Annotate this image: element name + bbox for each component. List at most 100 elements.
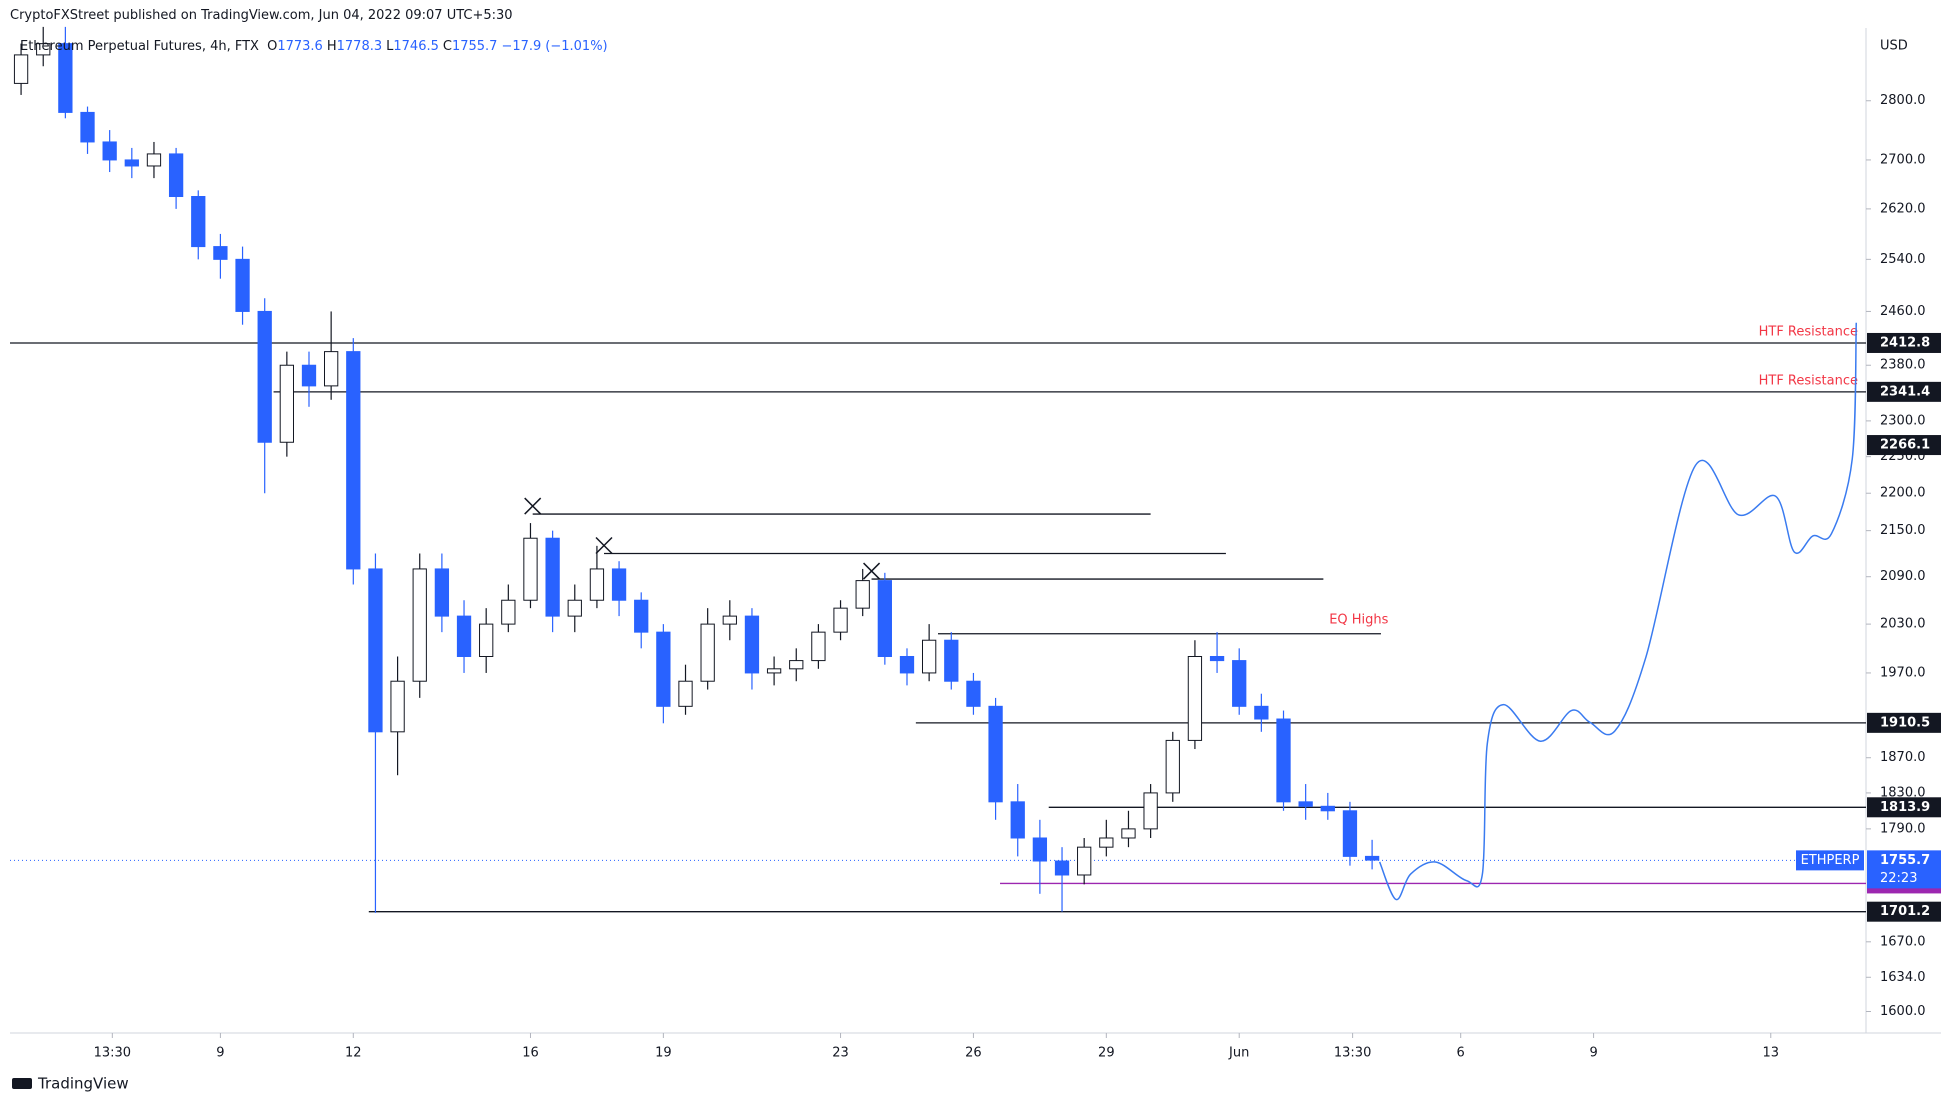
level-label: 1813.9 xyxy=(1880,800,1930,815)
candle-body xyxy=(855,580,870,609)
x-tick-label: 6 xyxy=(1457,1046,1465,1061)
marker-stroke xyxy=(595,536,613,555)
swing-marker xyxy=(595,536,613,555)
swing-marker xyxy=(524,497,542,515)
ohlc-value: 1746.5 xyxy=(393,39,439,54)
y-tick-label: 1830.0 xyxy=(1880,785,1926,800)
x-tick-label: 13 xyxy=(1762,1046,1779,1061)
candle-body xyxy=(1099,837,1114,848)
footer-logo: TradingView xyxy=(12,1075,129,1093)
candle-body xyxy=(1342,810,1358,857)
y-tick-label: 2090.0 xyxy=(1880,569,1926,584)
candle-body xyxy=(1276,718,1291,803)
candle-body xyxy=(988,705,1003,803)
candle-body xyxy=(456,615,472,657)
ohlc-key: C xyxy=(442,39,452,54)
y-tick-label: 2380.0 xyxy=(1880,358,1926,373)
candle-body xyxy=(634,599,649,633)
candle-body xyxy=(36,43,51,56)
candle-body xyxy=(899,655,915,674)
candle-body xyxy=(368,568,383,733)
candle-body xyxy=(146,153,162,167)
ohlc-value: 1773.6 xyxy=(277,39,323,54)
candle-body xyxy=(235,258,250,312)
candle-body xyxy=(13,54,29,84)
candle-body xyxy=(789,660,804,670)
level-label-box xyxy=(1867,381,1941,402)
y-tick-label: 2800.0 xyxy=(1880,93,1926,108)
candle-body xyxy=(722,615,737,625)
ohlc-key: H xyxy=(326,39,337,54)
candle-body xyxy=(811,631,826,662)
level-label: 1910.5 xyxy=(1880,715,1930,730)
x-tick-label: 19 xyxy=(655,1046,672,1061)
swing-marker xyxy=(863,562,881,580)
candle-body xyxy=(1364,855,1380,861)
x-tick-label: 29 xyxy=(1098,1046,1115,1061)
candle-body xyxy=(501,599,516,625)
current-price-box xyxy=(1867,850,1941,889)
ohlc-key: O xyxy=(267,39,278,54)
publisher: CryptoFXStreet published on TradingView.… xyxy=(10,8,513,23)
y-tick-label: 2460.0 xyxy=(1880,304,1926,319)
candle-body xyxy=(58,43,73,113)
symbol-header: Ethereum Perpetual Futures, 4h, FTX O177… xyxy=(20,39,612,54)
candle-body xyxy=(877,580,892,657)
candle-body xyxy=(545,537,560,617)
x-tick-label: Jun xyxy=(1228,1046,1249,1061)
y-tick-label: 2700.0 xyxy=(1880,152,1926,167)
logo-icon xyxy=(12,1078,32,1089)
y-tick-label: 1600.0 xyxy=(1880,1004,1926,1019)
candle-body xyxy=(1232,660,1247,707)
level-label-box xyxy=(1867,435,1941,456)
currency: USD xyxy=(1880,39,1908,54)
candle-body xyxy=(766,668,782,674)
symbol-label-box xyxy=(1796,850,1864,871)
candle-body xyxy=(523,537,538,601)
level-label-box xyxy=(1867,901,1941,922)
candle-body xyxy=(479,623,494,657)
candle-body xyxy=(1320,805,1335,812)
symbol-label: ETHPERP xyxy=(1801,853,1860,868)
level-label-box xyxy=(1867,797,1941,818)
candle-body xyxy=(191,196,206,248)
candle-body xyxy=(324,351,339,387)
candle-body xyxy=(1209,655,1225,662)
candle-body xyxy=(966,680,981,707)
annotation: HTF Resistance xyxy=(1759,324,1858,339)
y-tick-label: 2620.0 xyxy=(1880,201,1926,216)
candle-body xyxy=(346,351,361,570)
x-tick-label: 12 xyxy=(345,1046,362,1061)
y-tick-label: 2150.0 xyxy=(1880,523,1926,538)
marker-stroke xyxy=(863,562,881,580)
candle-body xyxy=(301,364,317,387)
candle-body xyxy=(80,111,95,143)
level-label: 1701.2 xyxy=(1880,904,1930,919)
y-tick-label: 1634.0 xyxy=(1880,970,1926,985)
y-tick-label: 2200.0 xyxy=(1880,486,1926,501)
candle-body xyxy=(1165,739,1180,794)
y-tick-label: 2030.0 xyxy=(1880,617,1926,632)
candle-body xyxy=(1054,860,1070,876)
candle-body xyxy=(833,607,848,633)
level-label: 2341.4 xyxy=(1880,384,1930,399)
change: −17.9 xyxy=(501,39,542,54)
candle-body xyxy=(1254,705,1269,720)
y-tick-label: 1870.0 xyxy=(1880,750,1926,765)
candle-body xyxy=(1187,655,1203,741)
candle-body xyxy=(168,153,184,198)
y-tick-label: 1790.0 xyxy=(1880,821,1926,836)
level-label-box xyxy=(1867,332,1941,353)
candle-body xyxy=(1298,801,1313,807)
candle-body xyxy=(611,568,627,601)
candle-body xyxy=(921,639,937,674)
x-tick-label: 9 xyxy=(1589,1046,1597,1061)
marker-stroke xyxy=(524,497,542,515)
level-label: 2266.1 xyxy=(1880,438,1930,453)
countdown: 22:23 xyxy=(1880,871,1917,886)
candle-body xyxy=(944,639,959,682)
candle-body xyxy=(1077,846,1092,876)
